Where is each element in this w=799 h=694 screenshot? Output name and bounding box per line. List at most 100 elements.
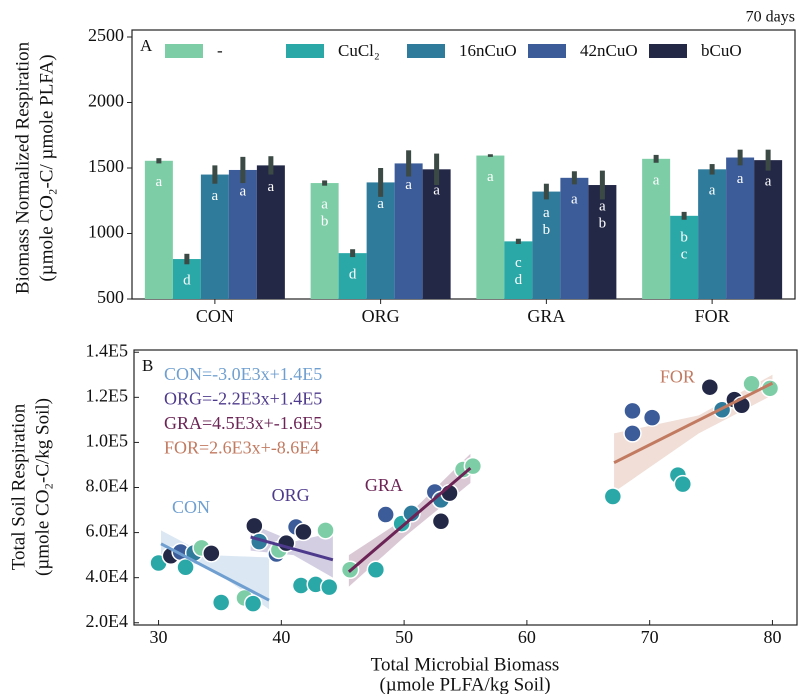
panel-label: B [142, 356, 153, 375]
data-point [176, 558, 195, 577]
bar [228, 169, 257, 299]
data-point [211, 593, 231, 612]
x-tick-label: 50 [395, 627, 413, 647]
significance-letter: a [156, 174, 163, 190]
bar [172, 259, 201, 299]
significance-letter: a [321, 197, 328, 213]
data-point [642, 408, 662, 427]
annotation: 70 days [746, 9, 795, 26]
x-tick-label: 40 [272, 627, 290, 647]
bar [642, 158, 671, 299]
x-tick-label: ORG [362, 306, 400, 326]
group-label: GRA [365, 475, 403, 495]
significance-letter: c [681, 246, 688, 262]
y-axis-label: Total Soil Respiration [8, 403, 29, 570]
legend-swatch [407, 44, 445, 58]
bar [560, 177, 589, 299]
y-tick-label: 1000 [88, 222, 124, 242]
significance-letter: b [321, 214, 329, 230]
legend-swatch [286, 44, 324, 58]
data-point [603, 487, 623, 506]
regression-equation: ORG=-2.2E3x+1.4E5 [164, 389, 322, 409]
legend-swatch [649, 44, 687, 58]
data-point [623, 424, 642, 443]
regression-equation: FOR=2.6E3x+-8.6E4 [164, 438, 319, 458]
y-tick-label: 1.0E5 [86, 431, 129, 451]
group-label: CON [172, 497, 210, 517]
regression-line [160, 542, 270, 602]
significance-letter: a [599, 198, 606, 214]
data-point [319, 577, 339, 597]
significance-letter: a [765, 174, 772, 190]
significance-letter: a [212, 188, 219, 204]
legend-label: 16nCuO [459, 41, 517, 60]
bar [366, 182, 395, 299]
data-point [294, 522, 313, 542]
significance-letter: c [515, 255, 522, 271]
significance-letter: a [433, 183, 440, 199]
bar [422, 169, 451, 299]
data-point [376, 505, 395, 524]
legend-swatch [528, 44, 566, 58]
significance-letter: d [349, 267, 357, 283]
y-tick-label: 1.4E5 [86, 340, 129, 360]
data-point [366, 560, 386, 580]
y-tick-label: 500 [97, 287, 124, 307]
y-axis-label: Biomass Normalized Respiration [12, 41, 33, 294]
y-tick-label: 6.0E4 [86, 521, 129, 541]
x-axis-label: Total Microbial Biomass [371, 654, 560, 675]
bar [200, 174, 229, 299]
y-axis-label: (µmole CO₂-C/ µmole PLFA) [36, 54, 57, 281]
group-label: ORG [272, 485, 310, 505]
data-point [245, 516, 264, 536]
y-axis-label: (µmole CO₂-C/kg Soil) [32, 398, 53, 576]
bar [504, 241, 533, 299]
significance-letter: a [737, 171, 744, 187]
significance-letter: a [487, 169, 494, 185]
x-tick-label: GRA [527, 306, 565, 326]
y-tick-label: 8.0E4 [86, 476, 129, 496]
data-point [700, 377, 720, 397]
significance-letter: b [680, 229, 688, 245]
data-point [402, 504, 421, 523]
y-tick-label: 2500 [88, 25, 124, 45]
x-tick-label: 30 [150, 627, 168, 647]
legend-label: bCuO [701, 41, 742, 60]
panel-a-frame [131, 29, 796, 300]
significance-letter: a [268, 179, 275, 195]
group-label: FOR [660, 366, 695, 386]
y-tick-label: 2000 [88, 91, 124, 111]
data-point [243, 594, 263, 613]
x-tick-label: FOR [695, 306, 730, 326]
significance-letter: a [240, 183, 247, 199]
legend-label: 42nCuO [580, 41, 638, 60]
significance-letter: a [405, 177, 412, 193]
y-tick-label: 2.0E4 [86, 611, 129, 631]
legend-label: CuCl₂ [338, 41, 380, 60]
significance-letter: a [377, 196, 384, 212]
bar [698, 169, 727, 299]
bar [338, 253, 367, 299]
significance-letter: a [709, 183, 716, 199]
significance-letter: b [599, 215, 607, 231]
y-tick-label: 4.0E4 [86, 566, 129, 586]
significance-letter: a [571, 191, 578, 207]
bar [394, 163, 423, 299]
legend-label: - [217, 41, 223, 60]
bar [670, 215, 699, 299]
panel-label: A [140, 36, 153, 55]
x-tick-label: CON [196, 306, 234, 326]
significance-letter: d [183, 272, 191, 288]
significance-letter: d [515, 272, 523, 288]
data-point [673, 474, 693, 494]
data-point [202, 544, 221, 563]
data-point [431, 512, 451, 531]
x-axis-label: (µmole PLFA/kg Soil) [379, 674, 550, 694]
significance-letter: b [543, 222, 551, 238]
regression-equation: CON=-3.0E3x+1.4E5 [164, 364, 322, 384]
regression-line [250, 535, 334, 562]
bar [476, 155, 505, 299]
bar [726, 157, 755, 299]
bar [532, 191, 561, 299]
